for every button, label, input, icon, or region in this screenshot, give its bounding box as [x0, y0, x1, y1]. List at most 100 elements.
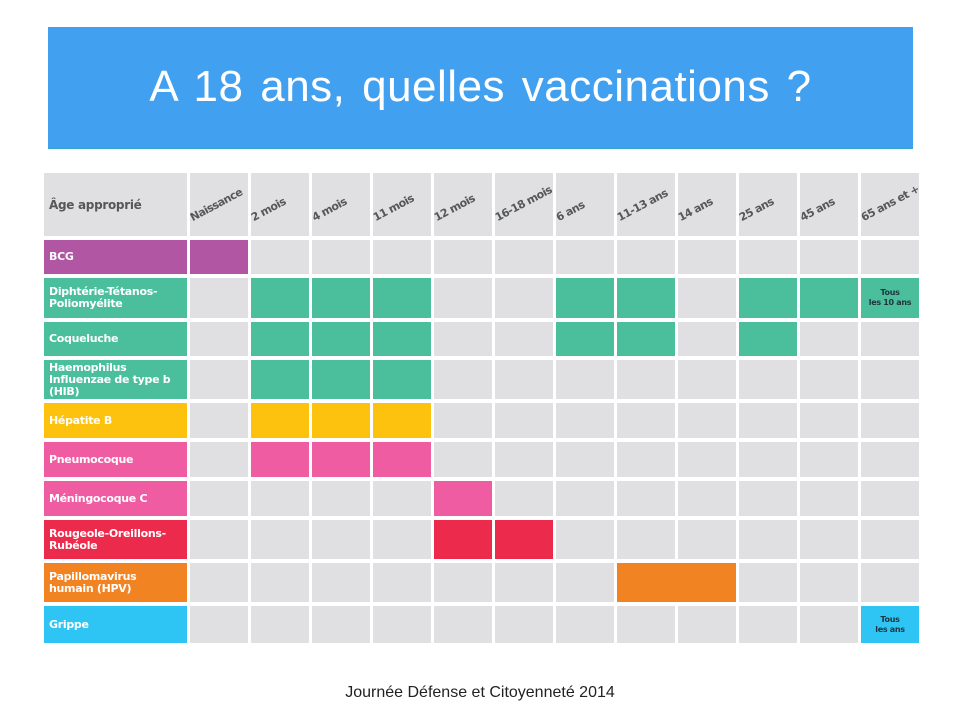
vaccination-cell-empty: [739, 240, 797, 274]
vaccination-cell-empty: [678, 278, 736, 318]
vaccination-cell-empty: [495, 563, 553, 602]
slide-title: A 18 ans, quelles vaccinations ?: [149, 62, 812, 111]
vaccination-cell-empty: [190, 442, 248, 477]
age-label: 12 mois: [434, 191, 478, 224]
age-label: 6 ans: [556, 198, 587, 224]
cell-note: Tous les ans: [875, 614, 905, 634]
vaccination-cell-filled: Tous les 10 ans: [861, 278, 919, 318]
vaccination-cell-empty: [312, 563, 370, 602]
vaccine-label: Diphtérie-Tétanos-Poliomyélite: [44, 278, 187, 318]
table-row: Rougeole-Oreillons-Rubéole: [44, 520, 919, 559]
vaccination-cell-empty: [800, 563, 858, 602]
table-row: Hépatite B: [44, 403, 919, 438]
vaccination-cell-empty: [556, 442, 614, 477]
vaccination-cell-empty: [434, 322, 492, 356]
age-label: 16-18 mois: [495, 183, 553, 224]
vaccination-cell-empty: [617, 240, 675, 274]
table-row: Pneumocoque: [44, 442, 919, 477]
vaccination-cell-empty: [861, 481, 919, 516]
vaccination-cell-empty: [373, 240, 431, 274]
vaccination-cell-filled: [373, 403, 431, 438]
vaccination-cell-empty: [678, 520, 736, 559]
vaccination-cell-filled: [251, 322, 309, 356]
vaccine-label: BCG: [44, 240, 187, 274]
vaccination-cell-empty: [861, 322, 919, 356]
table-row: Haemophilus Influenzae de type b (HIB): [44, 360, 919, 399]
vaccination-cell-empty: [434, 278, 492, 318]
vaccination-cell-empty: [495, 278, 553, 318]
vaccination-cell-empty: [739, 442, 797, 477]
age-column-header: 6 ans: [556, 173, 614, 236]
vaccination-cell-empty: [617, 606, 675, 643]
vaccination-cell-empty: [373, 606, 431, 643]
footer-text: Journée Défense et Citoyenneté 2014: [345, 684, 615, 701]
vaccination-cell-empty: [800, 606, 858, 643]
vaccine-label: Coqueluche: [44, 322, 187, 356]
vaccination-cell-filled: [373, 322, 431, 356]
vaccination-cell-filled: [739, 322, 797, 356]
vaccination-cell-empty: [556, 481, 614, 516]
vaccination-cell-empty: [739, 520, 797, 559]
age-column-header: 11-13 ans: [617, 173, 675, 236]
vaccination-cell-empty: [800, 442, 858, 477]
vaccination-cell-filled: [251, 442, 309, 477]
vaccination-cell-empty: [190, 520, 248, 559]
vaccine-label: Grippe: [44, 606, 187, 643]
vaccination-cell-filled: [190, 240, 248, 274]
vaccination-cell-empty: [251, 563, 309, 602]
age-column-header: 2 mois: [251, 173, 309, 236]
vaccination-cell-empty: [190, 360, 248, 399]
table-row: Papillomavirus humain (HPV): [44, 563, 919, 602]
age-column-header: 16-18 mois: [495, 173, 553, 236]
vaccination-cell-filled: [312, 442, 370, 477]
vaccine-label: Papillomavirus humain (HPV): [44, 563, 187, 602]
vaccination-cell-filled: [312, 403, 370, 438]
vaccination-cell-empty: [861, 520, 919, 559]
vaccination-cell-empty: [617, 481, 675, 516]
vaccine-label: Pneumocoque: [44, 442, 187, 477]
vaccination-cell-empty: [739, 563, 797, 602]
vaccination-cell-empty: [251, 606, 309, 643]
vaccination-cell-filled: [434, 520, 492, 559]
vaccination-cell-empty: [495, 360, 553, 399]
age-column-header: Naissance: [190, 173, 248, 236]
vaccination-cell-empty: [556, 403, 614, 438]
vaccination-cell-empty: [800, 360, 858, 399]
vaccination-cell-empty: [434, 240, 492, 274]
vaccination-cell-empty: [434, 403, 492, 438]
vaccination-cell-empty: [678, 606, 736, 643]
vaccination-cell-empty: [556, 563, 614, 602]
vaccination-cell-filled: [373, 360, 431, 399]
vaccination-cell-filled: [251, 403, 309, 438]
vaccination-cell-empty: [800, 520, 858, 559]
vaccine-label: Rougeole-Oreillons-Rubéole: [44, 520, 187, 559]
age-label: 11-13 ans: [617, 186, 670, 224]
vaccination-cell-empty: [190, 403, 248, 438]
age-column-header: 14 ans: [678, 173, 736, 236]
vaccination-cell-empty: [312, 240, 370, 274]
age-label: 65 ans et +: [861, 182, 919, 224]
vaccination-cell-empty: [495, 240, 553, 274]
vaccination-cell-filled: [556, 322, 614, 356]
age-label: 2 mois: [251, 195, 288, 224]
vaccine-label: Haemophilus Influenzae de type b (HIB): [44, 360, 187, 399]
vaccination-cell-empty: [678, 481, 736, 516]
vaccination-cell-empty: [861, 240, 919, 274]
age-column-header: 45 ans: [800, 173, 858, 236]
vaccination-cell-empty: [678, 322, 736, 356]
vaccination-cell-empty: [190, 481, 248, 516]
vaccination-cell-filled: [312, 360, 370, 399]
age-column-header: 11 mois: [373, 173, 431, 236]
vaccination-cell-filled: [617, 322, 675, 356]
table-row: Coqueluche: [44, 322, 919, 356]
vaccination-cell-filled: [739, 278, 797, 318]
vaccination-cell-empty: [434, 606, 492, 643]
vaccination-cell-empty: [251, 520, 309, 559]
vaccination-cell-filled: [312, 322, 370, 356]
vaccination-cell-empty: [190, 278, 248, 318]
age-label: 4 mois: [312, 195, 349, 224]
vaccination-cell-filled: [373, 278, 431, 318]
vaccination-cell-filled: [495, 520, 553, 559]
vaccination-cell-filled: [617, 278, 675, 318]
vaccination-schedule-table: Âge approprié Naissance 2 mois 4 mois 11 mo…: [44, 173, 919, 647]
